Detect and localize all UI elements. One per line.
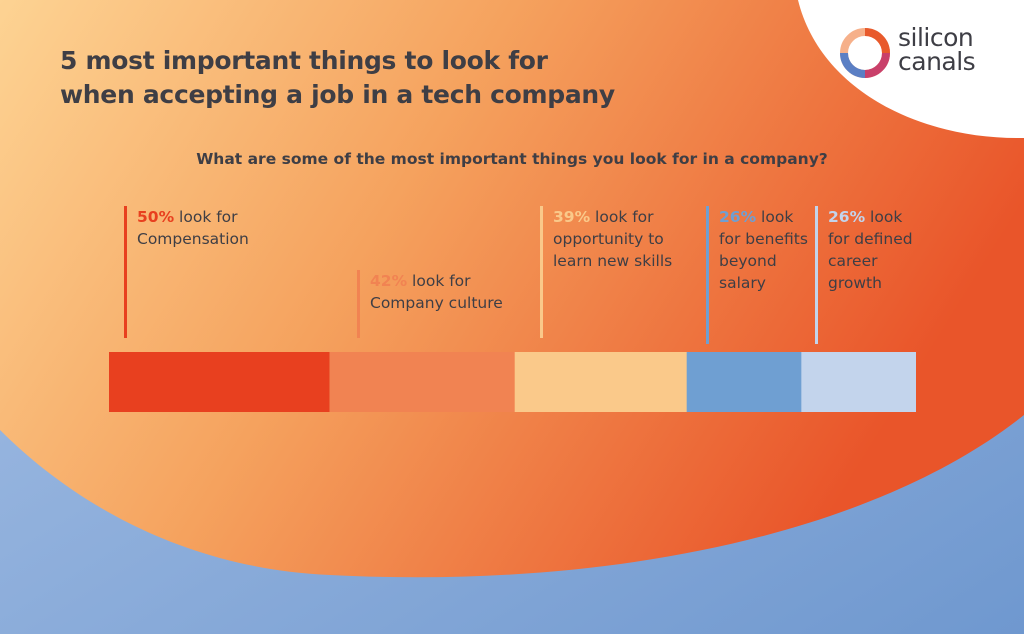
brand-logo: silicon canals <box>838 24 1018 84</box>
segment-text: look for Compensation <box>137 208 249 248</box>
bar-segment-1 <box>109 352 330 412</box>
brand-logo-text: silicon canals <box>898 23 976 76</box>
segment-percent: 39% <box>553 208 591 226</box>
brand-logo-line-2: canals <box>898 47 976 76</box>
segment-marker-line <box>706 206 709 344</box>
segment-marker-line <box>540 206 543 338</box>
segment-label-learn-skills: 39% look for opportunity to learn new sk… <box>540 206 693 338</box>
chart-subtitle: What are some of the most important thin… <box>196 150 828 168</box>
segment-percent: 26% <box>719 208 757 226</box>
bar-segment-2 <box>329 352 516 412</box>
title-line-2: when accepting a job in a tech company <box>60 80 615 109</box>
stacked-bar <box>109 352 916 412</box>
segment-percent: 26% <box>828 208 866 226</box>
bar-segment-4 <box>686 352 802 412</box>
segment-marker-line <box>357 270 360 338</box>
segment-text: look for benefits beyond salary <box>719 208 808 292</box>
title-line-1: 5 most important things to look for <box>60 46 548 75</box>
segment-label-company-culture: 42% look for Company culture <box>357 270 515 338</box>
brand-logo-line-1: silicon <box>898 23 974 52</box>
segment-percent: 42% <box>370 272 408 290</box>
bar-segment-5 <box>801 352 916 412</box>
segment-label-compensation: 50% look for Compensation <box>124 206 337 338</box>
page-title: 5 most important things to look for when… <box>60 44 615 112</box>
segment-label-benefits: 26% look for benefits beyond salary <box>706 206 814 344</box>
segment-label-career-growth: 26% look for defined career growth <box>815 206 923 344</box>
segment-text: look for defined career growth <box>828 208 913 292</box>
brand-logo-mark <box>840 28 890 78</box>
segment-marker-line <box>815 206 818 344</box>
segment-marker-line <box>124 206 127 338</box>
segment-text: look for opportunity to learn new skills <box>553 208 673 270</box>
segment-text: look for Company culture <box>370 272 503 312</box>
bar-segment-3 <box>514 352 688 412</box>
segment-percent: 50% <box>137 208 175 226</box>
